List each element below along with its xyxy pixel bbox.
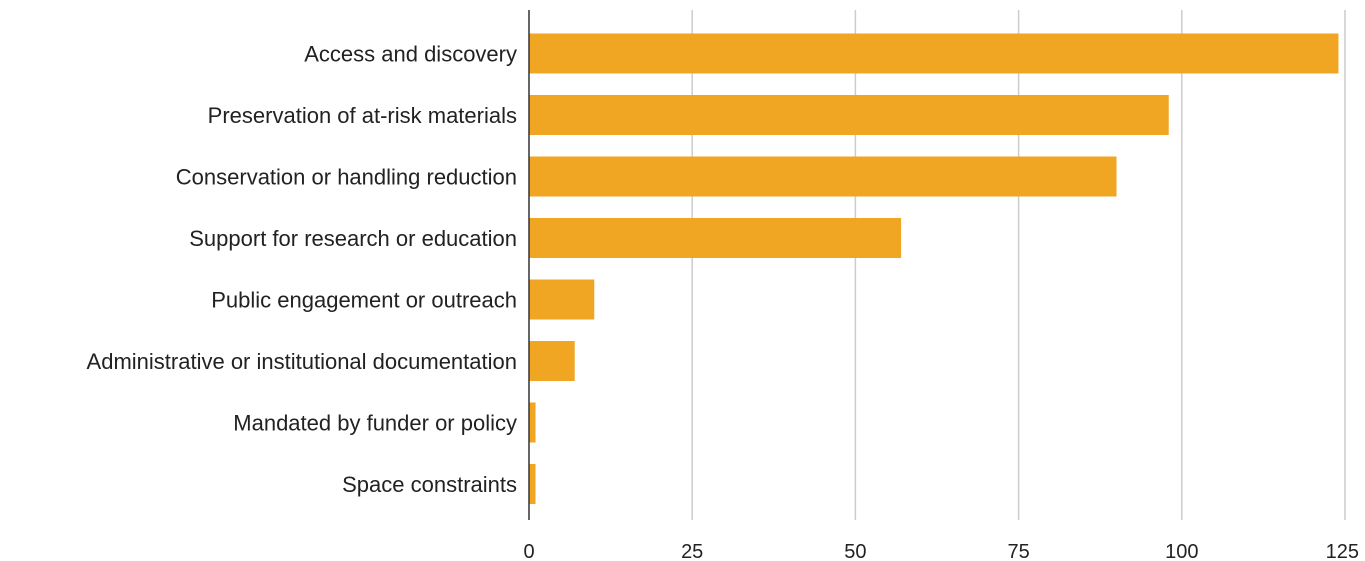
bar-1 — [529, 95, 1169, 135]
bar-2 — [529, 156, 1117, 197]
x-tick-labels: 0 25 50 75 100 125 — [523, 541, 1359, 561]
bar-7 — [529, 464, 536, 504]
bars — [529, 33, 1339, 504]
x-tick-label: 75 — [1007, 541, 1029, 561]
category-label: Space constraints — [342, 472, 517, 497]
bar-0 — [529, 33, 1339, 74]
x-tick-label: 25 — [681, 541, 703, 561]
category-label: Administrative or institutional document… — [87, 349, 517, 374]
bar-3 — [529, 218, 902, 258]
bar-5 — [529, 341, 575, 381]
bar-4 — [529, 279, 595, 320]
category-label: Support for research or education — [189, 226, 517, 251]
x-tick-label: 0 — [523, 541, 534, 561]
category-label: Access and discovery — [304, 42, 517, 67]
category-labels: Access and discovery Preservation of at-r… — [87, 42, 517, 498]
category-label: Mandated by funder or policy — [233, 411, 517, 436]
category-label: Preservation of at-risk materials — [208, 103, 517, 128]
x-tick-label: 50 — [844, 541, 866, 561]
gridlines — [691, 10, 1346, 520]
bar-6 — [529, 402, 536, 443]
x-tick-label: 125 — [1326, 541, 1359, 561]
x-tick-label: 100 — [1165, 541, 1198, 561]
category-label: Public engagement or outreach — [211, 288, 517, 313]
category-label: Conservation or handling reduction — [176, 165, 517, 190]
